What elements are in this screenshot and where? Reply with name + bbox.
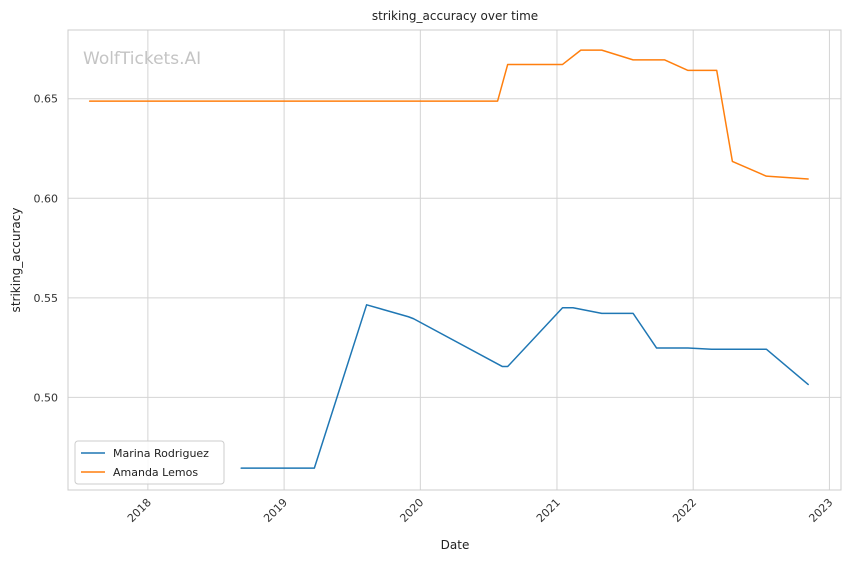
y-tick-label: 0.55 (34, 292, 59, 305)
x-axis-title: Date (441, 538, 470, 552)
series-line-1 (88, 49, 809, 180)
legend-box (74, 440, 225, 485)
series-layer (88, 49, 809, 469)
x-tick-label: 2021 (534, 496, 563, 525)
y-tick-label: 0.60 (34, 192, 59, 205)
x-tick-label: 2020 (397, 496, 426, 525)
legend-label: Amanda Lemos (113, 466, 198, 479)
series-line-0 (240, 304, 809, 469)
x-tick-label: 2022 (670, 496, 699, 525)
y-tick-label: 0.50 (34, 391, 59, 404)
y-axis-ticks: 0.50 0.55 0.60 0.65 (34, 93, 59, 405)
watermark-text: WolfTickets.AI (83, 49, 201, 69)
y-axis-title: striking_accuracy (9, 208, 23, 313)
x-tick-label: 2023 (806, 496, 835, 525)
y-tick-label: 0.65 (34, 93, 59, 106)
x-axis-ticks: 2018 2019 2020 2021 2022 2023 (125, 496, 836, 525)
legend-label: Marina Rodriguez (113, 447, 209, 460)
x-tick-label: 2018 (125, 496, 154, 525)
legend: Marina Rodriguez Amanda Lemos (74, 440, 225, 485)
chart-title: striking_accuracy over time (372, 9, 538, 23)
x-tick-label: 2019 (261, 496, 290, 525)
plot-frame (67, 29, 842, 491)
gridlines (68, 30, 841, 490)
